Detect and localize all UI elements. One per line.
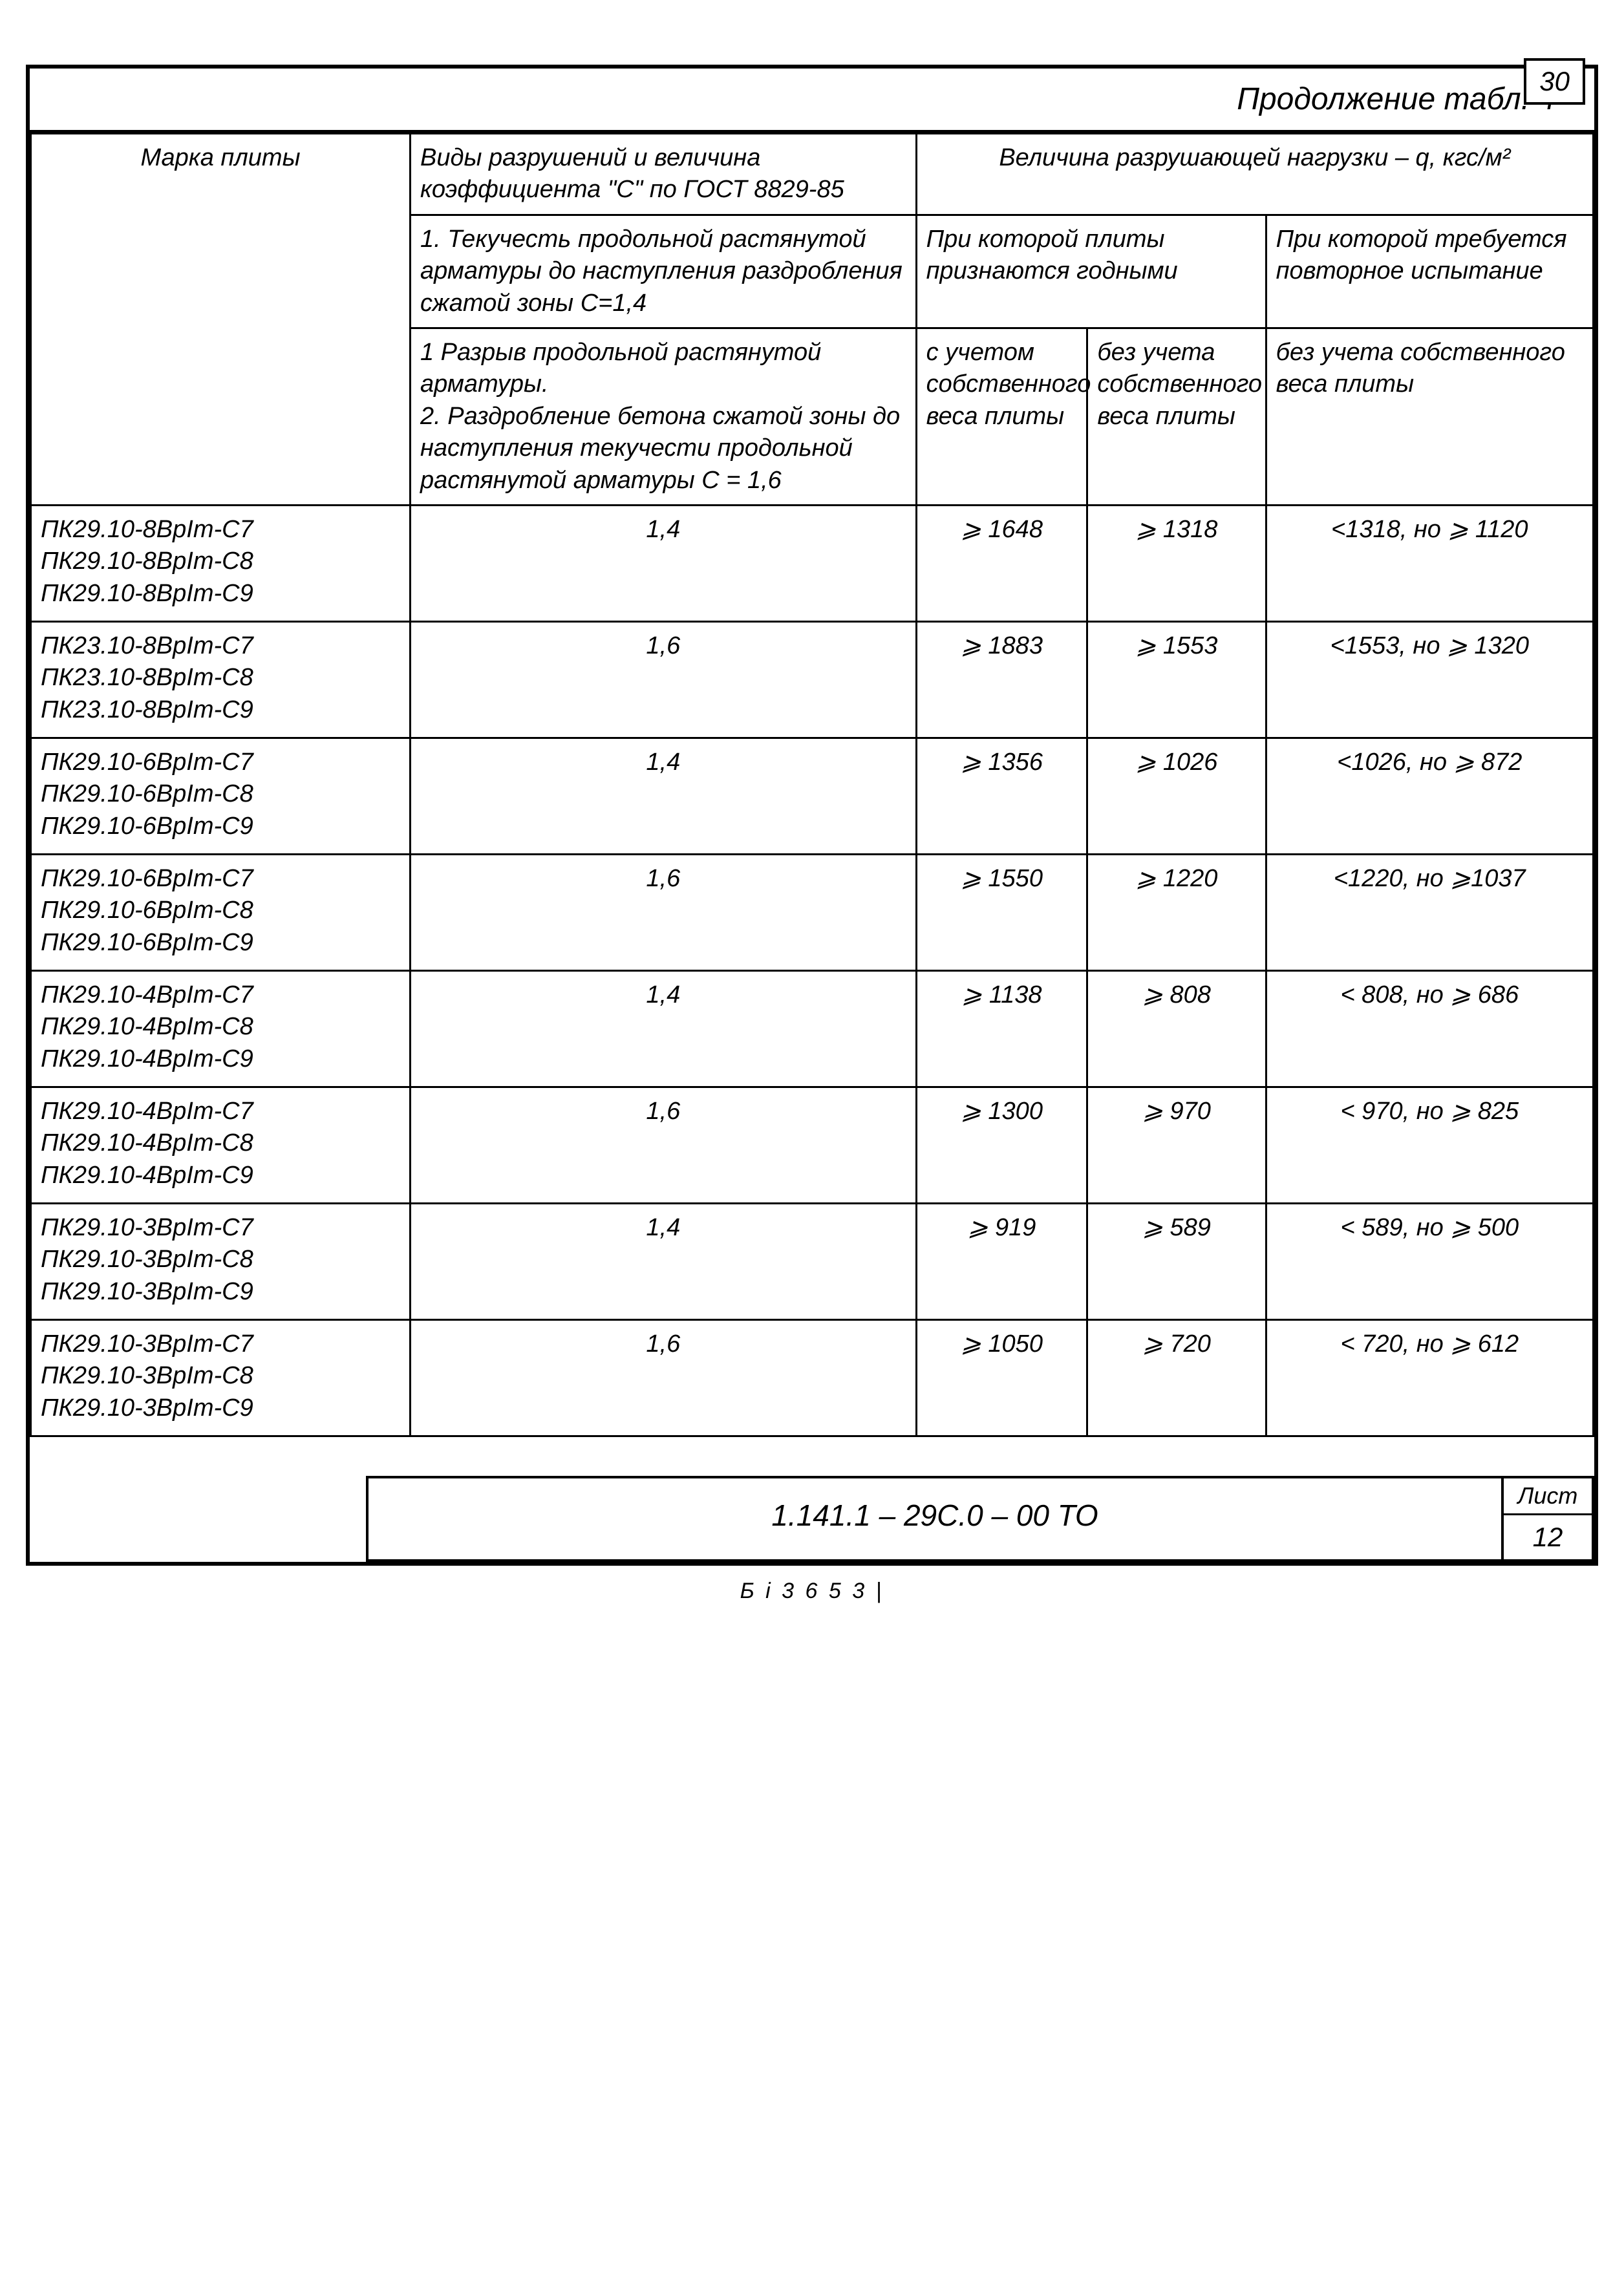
v1: ⩾ 1138 [916, 970, 1087, 1087]
v2: ⩾ 589 [1087, 1203, 1266, 1319]
header-bez-ucheta-2: без учета собственного веса плиты [1266, 328, 1593, 505]
marka-cell: ПК29.10-6ВрIт-С7ПК29.10-6ВрIт-С8ПК29.10-… [31, 738, 411, 854]
c-value: 1,6 [410, 1087, 916, 1203]
v1: ⩾ 919 [916, 1203, 1087, 1319]
sheet-label: Лист [1504, 1478, 1592, 1515]
marka-cell: ПК23.10-8ВрIт-С7ПК23.10-8ВрIт-С8ПК23.10-… [31, 621, 411, 738]
v2: ⩾ 1318 [1087, 505, 1266, 621]
marka-cell: ПК29.10-4ВрIт-С7ПК29.10-4ВрIт-С8ПК29.10-… [31, 970, 411, 1087]
marka-cell: ПК29.10-4ВрIт-С7ПК29.10-4ВрIт-С8ПК29.10-… [31, 1087, 411, 1203]
c-value: 1,6 [410, 854, 916, 970]
sheet-box: Лист 12 [1501, 1478, 1592, 1559]
document-code: 1.141.1 – 29С.0 – 00 ТО [369, 1478, 1501, 1559]
header-godny: При которой плиты признаются годными [916, 215, 1266, 328]
v3: < 589, но ⩾ 500 [1266, 1203, 1593, 1319]
data-table: Марка плиты Виды разрушений и величина к… [30, 133, 1594, 1437]
header-bez-ucheta: без учета собственного веса плиты [1087, 328, 1266, 505]
v3: < 720, но ⩾ 612 [1266, 1319, 1593, 1436]
c-value: 1,6 [410, 1319, 916, 1436]
header-vid-1: 1. Текучесть продольной растянутой армат… [410, 215, 916, 328]
marka-cell: ПК29.10-3ВрIт-С7ПК29.10-3ВрIт-С8ПК29.10-… [31, 1319, 411, 1436]
v1: ⩾ 1300 [916, 1087, 1087, 1203]
header-s-uchetom: с учетом собственного веса плиты [916, 328, 1087, 505]
v3: <1220, но ⩾1037 [1266, 854, 1593, 970]
c-value: 1,4 [410, 505, 916, 621]
marka-cell: ПК29.10-8ВрIт-С7ПК29.10-8ВрIт-С8ПК29.10-… [31, 505, 411, 621]
header-vid: Виды разрушений и величина коэффициента … [410, 134, 916, 215]
sheet-number: 12 [1504, 1515, 1592, 1559]
v3: <1318, но ⩾ 1120 [1266, 505, 1593, 621]
v1: ⩾ 1356 [916, 738, 1087, 854]
v2: ⩾ 720 [1087, 1319, 1266, 1436]
header-marka: Марка плиты [31, 134, 411, 506]
title-block: 1.141.1 – 29С.0 – 00 ТО Лист 12 [366, 1476, 1594, 1562]
v3: < 808, но ⩾ 686 [1266, 970, 1593, 1087]
marka-cell: ПК29.10-3ВрIт-С7ПК29.10-3ВрIт-С8ПК29.10-… [31, 1203, 411, 1319]
c-value: 1,6 [410, 621, 916, 738]
page-number: 30 [1524, 58, 1585, 105]
v1: ⩾ 1648 [916, 505, 1087, 621]
footer-marks: Б і 3 6 5 3 | [26, 1579, 1598, 1604]
v1: ⩾ 1883 [916, 621, 1087, 738]
c-value: 1,4 [410, 970, 916, 1087]
header-velichina: Величина разрушающей нагрузки – q, кгс/м… [916, 134, 1593, 215]
table-title: Продолжение табл. 4 [30, 69, 1594, 133]
v2: ⩾ 970 [1087, 1087, 1266, 1203]
v2: ⩾ 1026 [1087, 738, 1266, 854]
header-povtor: При которой требуется повторное испытани… [1266, 215, 1593, 328]
header-vid-2: 1 Разрыв продольной растянутой арматуры.… [410, 328, 916, 505]
v2: ⩾ 808 [1087, 970, 1266, 1087]
v3: < 970, но ⩾ 825 [1266, 1087, 1593, 1203]
v3: <1026, но ⩾ 872 [1266, 738, 1593, 854]
v3: <1553, но ⩾ 1320 [1266, 621, 1593, 738]
c-value: 1,4 [410, 738, 916, 854]
v1: ⩾ 1550 [916, 854, 1087, 970]
v2: ⩾ 1220 [1087, 854, 1266, 970]
v1: ⩾ 1050 [916, 1319, 1087, 1436]
marka-cell: ПК29.10-6ВрIт-С7ПК29.10-6ВрIт-С8ПК29.10-… [31, 854, 411, 970]
c-value: 1,4 [410, 1203, 916, 1319]
document-frame: Продолжение табл. 4 Марка плиты Виды раз… [26, 65, 1598, 1566]
v2: ⩾ 1553 [1087, 621, 1266, 738]
